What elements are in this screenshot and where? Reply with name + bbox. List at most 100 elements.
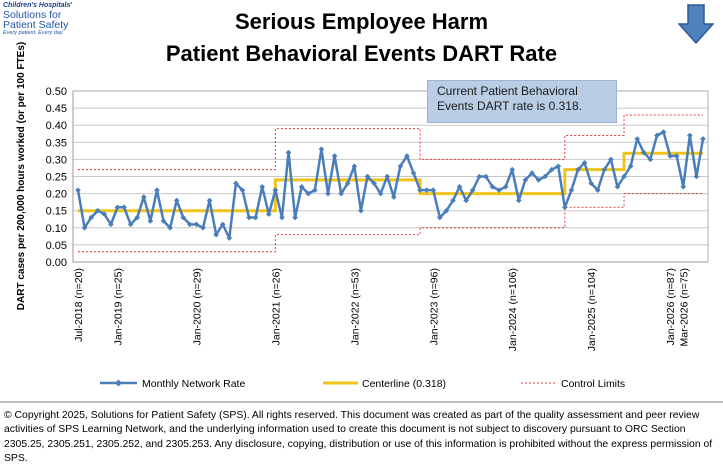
data-point [700,136,706,142]
data-point [515,197,522,204]
x-tick-label: Mar-2026 (n=75) [678,268,690,347]
data-point [219,221,226,228]
data-point [272,187,279,193]
data-point [101,211,108,217]
data-point [410,170,417,176]
data-point [443,207,450,214]
chart-subtitle: Patient Behavioral Events DART Rate [165,41,558,66]
data-point [568,187,575,193]
data-point [279,214,285,221]
data-point [476,173,483,180]
data-point [594,187,601,193]
down-arrow-icon[interactable] [677,4,715,49]
data-point [621,173,627,180]
data-point [325,190,331,197]
y-axis-label: DART cases per 200,000 hours worked (or … [16,42,27,310]
data-point [601,166,608,173]
x-tick-label: Jan-2021 (n=26) [270,268,282,345]
y-tick-labels: 0.00 0.05 0.10 0.15 0.20 0.25 0.30 0.35 0.40 0.45… [46,86,67,269]
data-point [562,204,568,211]
data-point [535,177,542,183]
data-point [522,177,529,183]
data-point [673,153,680,159]
copyright-notice: © Copyright 2025, Solutions for Patient … [4,410,713,465]
data-point [140,194,147,200]
data-point [351,163,358,170]
data-point [239,187,246,193]
data-point [154,187,160,193]
data-point [114,204,121,211]
data-point [509,166,516,173]
data-point [693,173,700,180]
data-point [200,225,206,231]
data-point [134,214,141,221]
plot-area-border [72,90,709,263]
chart-title: Serious Employee Harm [234,9,489,34]
data-point [318,146,325,152]
control-limits [78,114,703,253]
y-tick-label: 0.20 [46,189,67,201]
y-tick-label: 0.10 [46,223,67,235]
data-point [206,197,213,204]
data-point [483,173,489,180]
x-tick-label: Jan-2019 (n=25) [112,268,124,345]
x-tick-label: Jan-2026 (n=87) [665,268,677,345]
data-point [397,163,404,170]
data-point [647,156,654,163]
data-point [226,235,233,241]
data-point [390,194,397,200]
callout-line1: Current Patient Behavioral [437,84,578,98]
sps-logo: Children's Hospitals' Solutions for Pati… [3,2,72,37]
y-tick-label: 0.50 [46,86,67,98]
legend-monthly-marker [115,379,122,387]
logo-top-text: Children's Hospitals' [3,2,73,9]
data-point [450,197,456,204]
data-point [265,211,272,217]
data-point [94,207,101,214]
data-point [627,163,634,170]
data-point [121,204,127,211]
y-tick-label: 0.45 [46,103,67,115]
data-point [404,153,410,159]
data-point [529,170,535,176]
y-tick-label: 0.35 [46,137,67,149]
legend-centerline-label: Centerline (0.318) [362,378,446,390]
data-point [108,221,114,228]
callout-line2: Events DART rate is 0.318. [437,99,582,113]
y-tick-label: 0.00 [46,257,67,269]
monthly-rate-line [76,130,705,240]
data-point [147,218,154,224]
data-point [160,218,167,224]
data-point [246,214,252,221]
y-tick-label: 0.30 [46,154,67,166]
data-point [259,183,266,190]
legend-monthly-label: Monthly Network Rate [142,378,245,390]
data-point [456,183,463,190]
data-point [167,225,173,231]
data-point [667,153,673,159]
data-point [364,173,371,180]
data-point [305,190,312,197]
data-point [575,166,581,173]
y-tick-label: 0.05 [46,240,67,252]
x-tick-label: Jan-2020 (n=29) [191,268,203,345]
data-point [608,156,614,163]
data-point [423,187,430,193]
data-point [312,187,318,193]
data-point [654,132,660,139]
data-point [640,149,647,156]
data-point [127,221,134,228]
data-point [437,214,443,221]
data-point [581,160,588,166]
data-point [298,183,305,190]
data-point [233,180,239,187]
data-point [496,187,502,193]
legend-limits-label: Control Limits [561,378,625,390]
x-tick-label: Jan-2023 (n=96) [428,268,440,345]
data-point [660,129,667,135]
data-point [180,214,187,221]
data-point [213,231,219,238]
data-point [173,197,180,204]
lower-control-limit [78,193,703,253]
